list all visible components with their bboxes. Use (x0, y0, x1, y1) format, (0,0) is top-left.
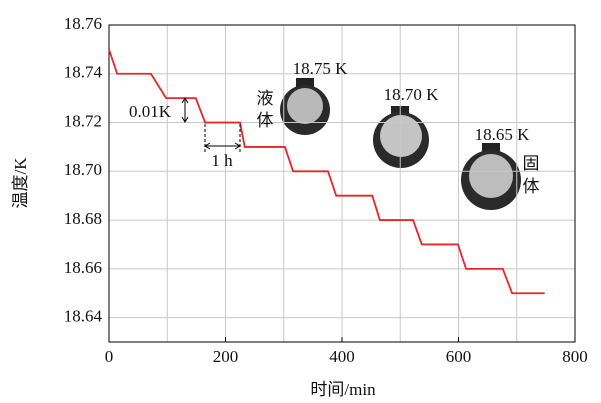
y-tick-label: 18.74 (64, 63, 103, 82)
annotation: 体 (523, 177, 540, 196)
annotation: 体 (257, 111, 274, 130)
x-tick-label: 200 (213, 347, 239, 366)
x-axis-label: 时间/min (310, 380, 376, 399)
annotation: 18.65 K (475, 125, 531, 144)
y-tick-label: 18.66 (64, 258, 102, 277)
y-tick-label: 18.70 (64, 160, 102, 179)
annotation: 18.75 K (293, 59, 349, 78)
x-tick-label: 800 (562, 347, 588, 366)
annotation: 0.01K (129, 102, 172, 121)
dimension-marks (181, 97, 241, 152)
data-line (108, 49, 545, 295)
y-tick-label: 18.72 (64, 111, 102, 130)
y-tick-label: 18.64 (64, 307, 103, 326)
plot-frame (108, 24, 576, 343)
x-tick-label: 400 (329, 347, 355, 366)
y-axis-label: 温度/K (11, 157, 30, 209)
annotation: 18.70 K (384, 85, 440, 104)
y-tick-label: 18.68 (64, 209, 102, 228)
annotation: 固 (523, 154, 540, 173)
y-tick-label: 18.76 (64, 14, 102, 33)
annotation: 1 h (211, 151, 233, 170)
sample-photos (280, 78, 521, 210)
x-tick-label: 600 (446, 347, 472, 366)
x-tick-label: 0 (105, 347, 114, 366)
annotation: 液 (257, 89, 274, 108)
